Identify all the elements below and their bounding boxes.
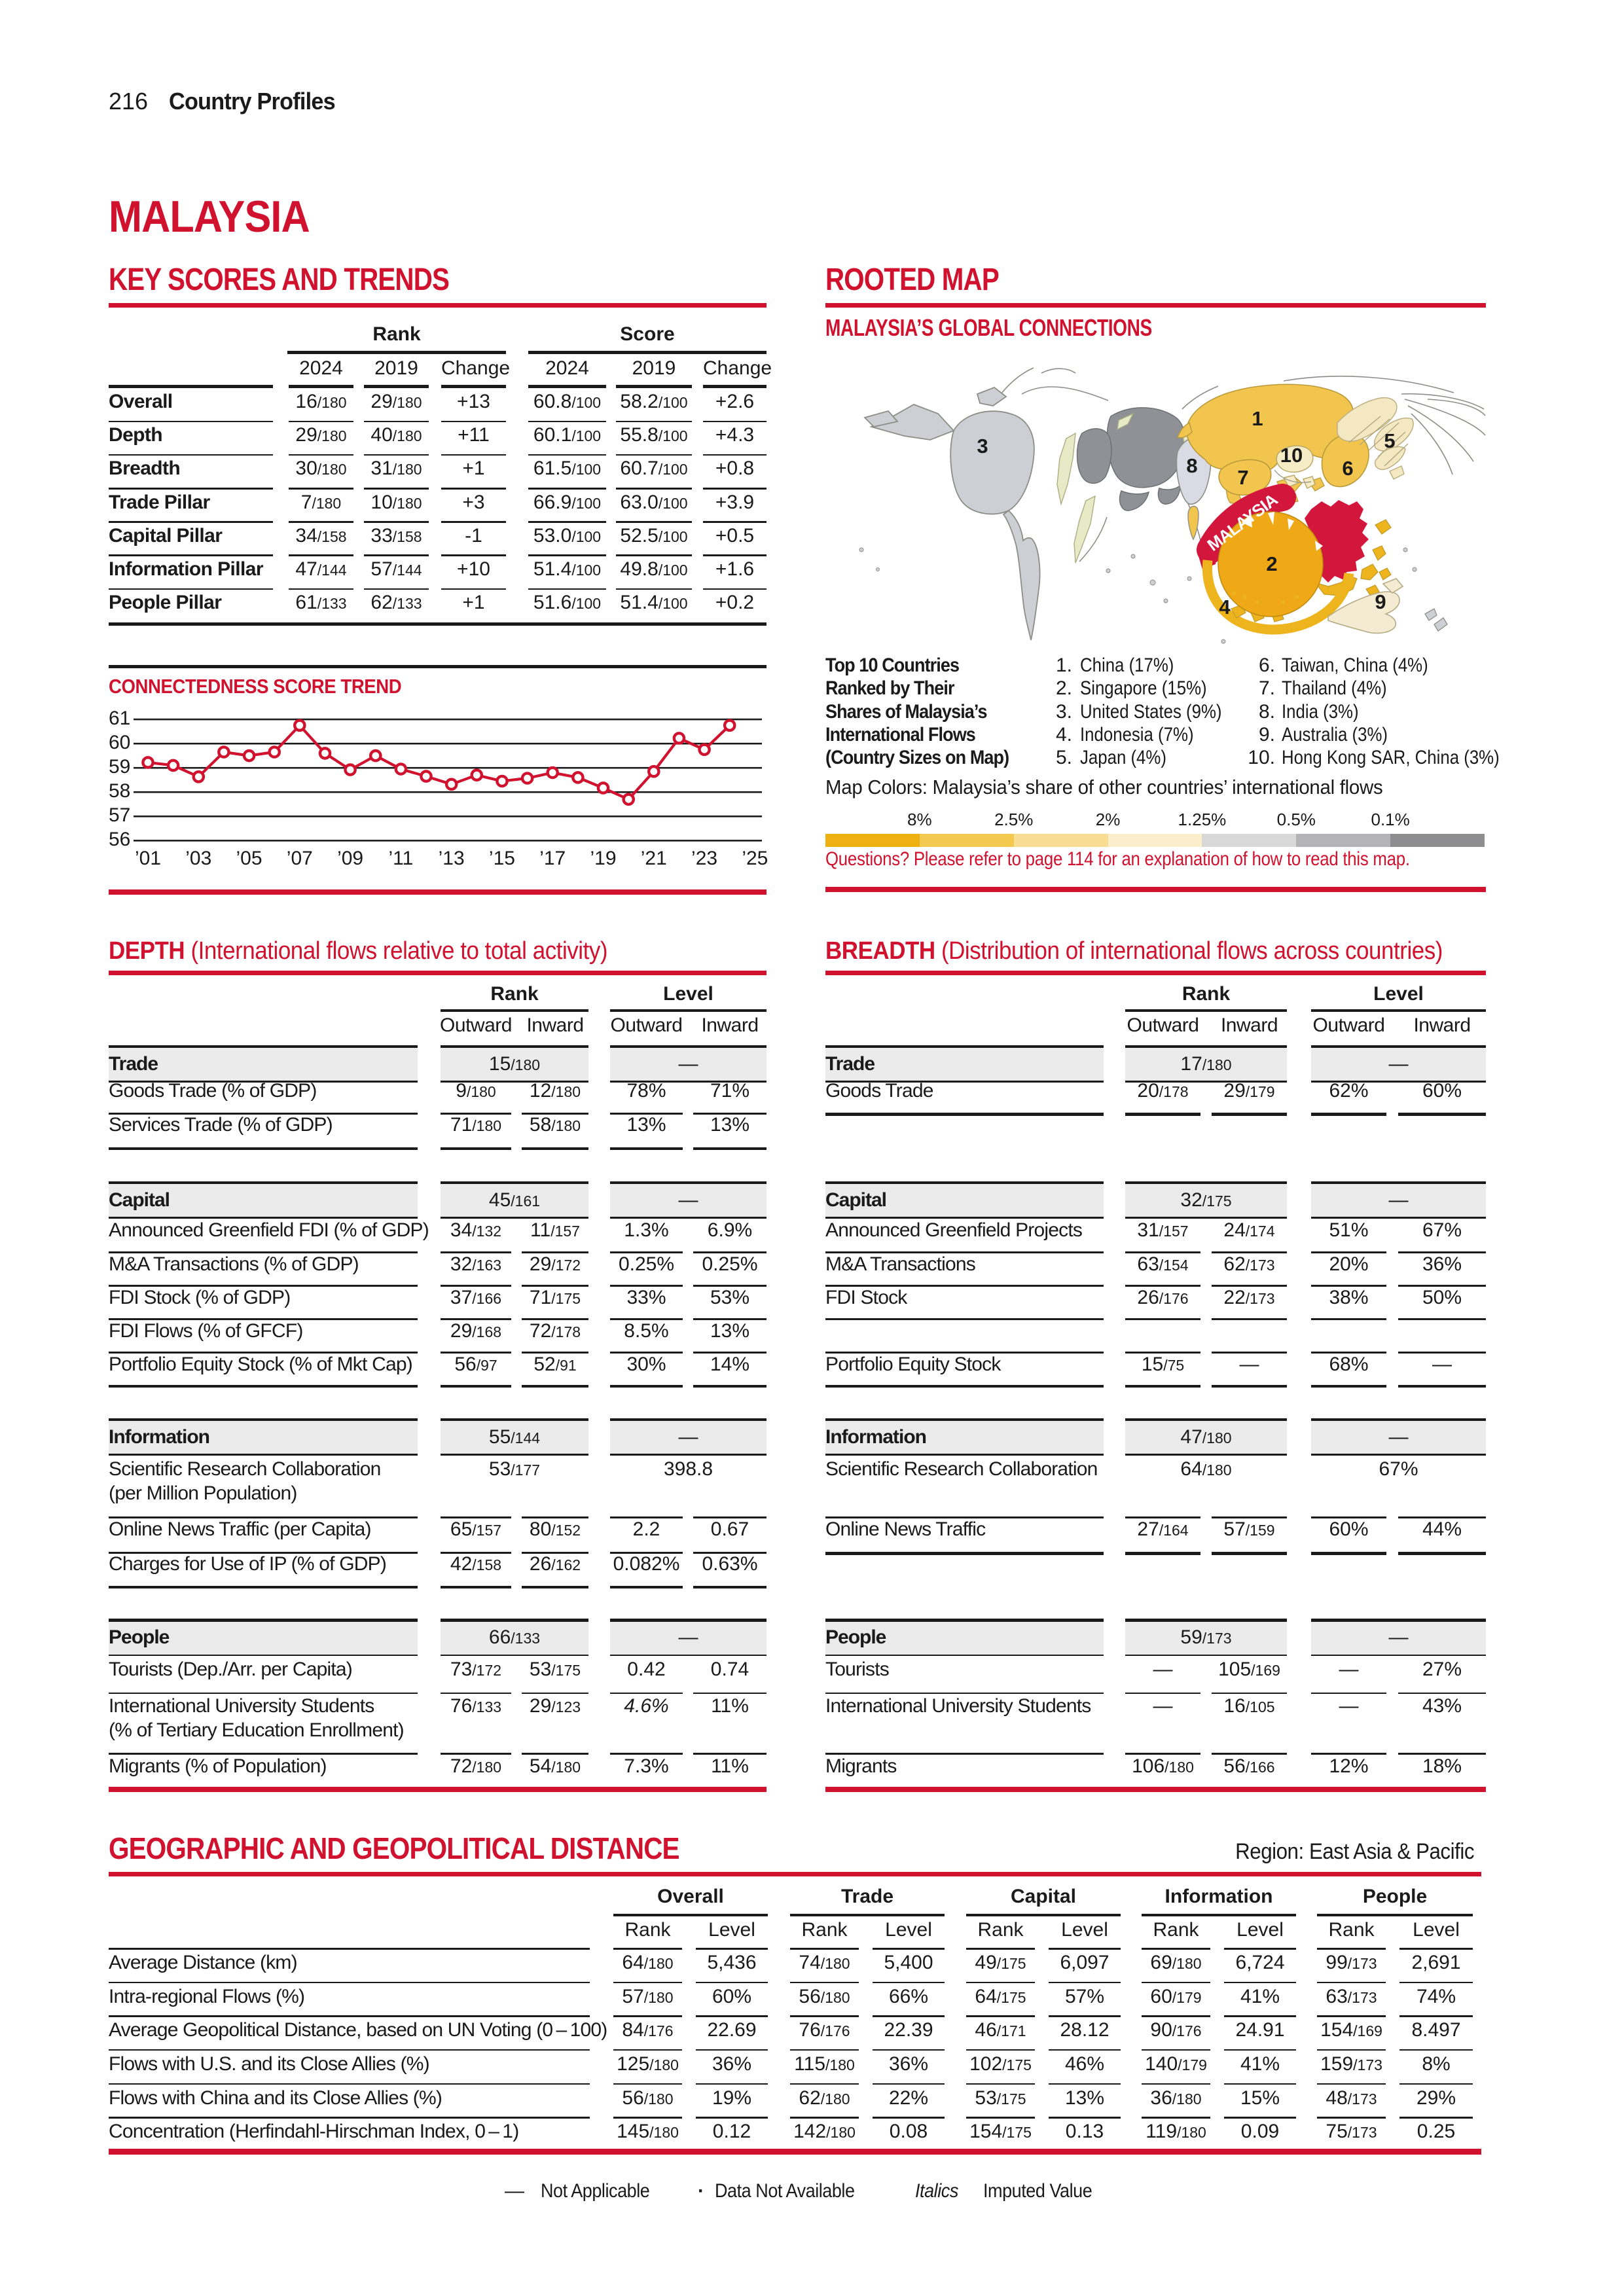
- svg-text:8: 8: [1186, 454, 1197, 477]
- svg-text:6: 6: [1342, 457, 1353, 480]
- svg-text:10: 10: [1280, 444, 1303, 467]
- svg-text:7: 7: [1237, 466, 1248, 489]
- svg-text:9: 9: [1375, 590, 1386, 613]
- svg-text:4: 4: [1219, 596, 1231, 619]
- svg-text:2: 2: [1266, 552, 1277, 575]
- svg-text:1: 1: [1252, 407, 1263, 430]
- svg-text:3: 3: [977, 435, 988, 457]
- svg-text:5: 5: [1384, 429, 1395, 452]
